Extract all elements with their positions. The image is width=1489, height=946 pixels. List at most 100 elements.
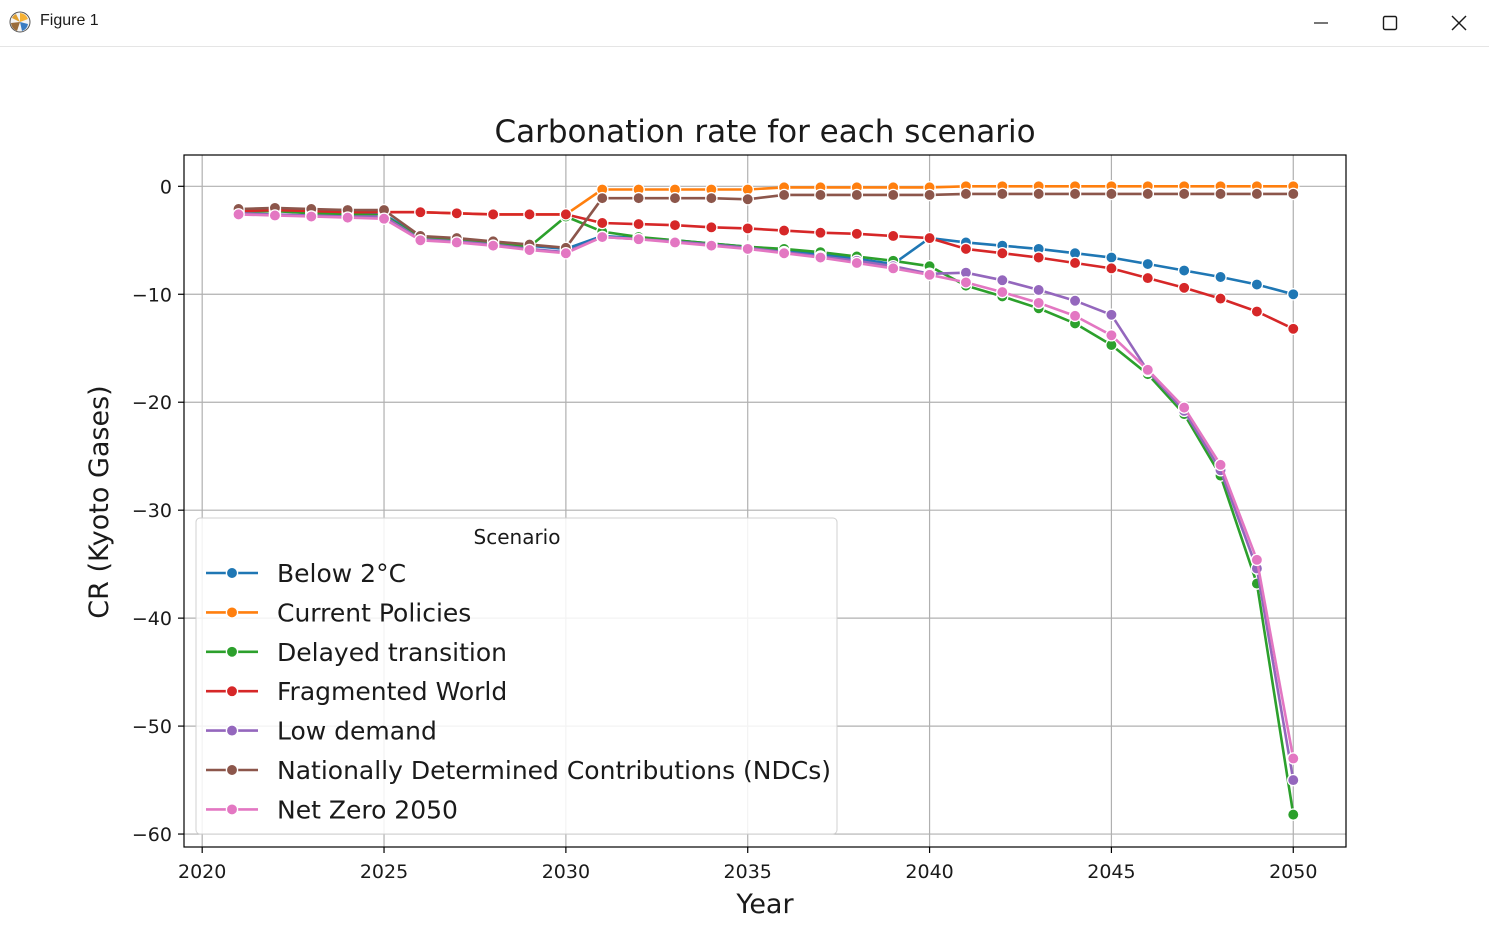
matplotlib-logo-icon xyxy=(8,10,32,34)
legend-box xyxy=(195,517,838,835)
data-point xyxy=(741,242,754,256)
data-point xyxy=(559,208,573,221)
figure-canvas: Carbonation rate for each scenario Year … xyxy=(0,46,1489,942)
x-tick-label: 2020 xyxy=(178,861,226,883)
data-point xyxy=(632,217,645,231)
data-point xyxy=(559,246,573,260)
data-point xyxy=(1105,308,1118,322)
data-point xyxy=(595,191,609,205)
data-point xyxy=(1105,187,1118,201)
data-point xyxy=(1105,329,1118,342)
data-point xyxy=(923,268,936,282)
legend-entry-label: Below 2°C xyxy=(277,559,406,588)
data-point xyxy=(523,243,536,257)
data-point xyxy=(668,218,682,232)
data-point xyxy=(1177,187,1191,201)
data-point xyxy=(1032,283,1045,297)
data-point xyxy=(814,188,827,202)
data-point xyxy=(996,285,1009,299)
maximize-button[interactable] xyxy=(1356,0,1424,46)
data-point xyxy=(341,211,354,224)
data-point xyxy=(1287,288,1300,301)
y-tick-label: −30 xyxy=(132,500,172,522)
x-tick-label: 2035 xyxy=(724,861,772,883)
series-path xyxy=(238,208,1294,330)
close-button[interactable] xyxy=(1425,0,1489,46)
data-point xyxy=(232,208,245,221)
data-point xyxy=(741,222,754,235)
x-tick-label: 2030 xyxy=(542,861,590,883)
data-point xyxy=(632,232,645,246)
data-point xyxy=(1177,264,1191,277)
data-point xyxy=(1214,187,1227,201)
plot-series xyxy=(232,180,1300,821)
y-tick-label: −60 xyxy=(132,824,172,846)
window-titlebar: Figure 1 xyxy=(0,0,1489,47)
y-tick-label: −40 xyxy=(132,608,172,630)
data-point xyxy=(886,188,900,202)
data-point xyxy=(1105,262,1118,275)
data-point xyxy=(777,246,791,260)
data-point xyxy=(595,230,609,244)
x-tick-label: 2050 xyxy=(1269,861,1317,883)
data-point xyxy=(1250,187,1264,201)
data-point xyxy=(850,227,864,241)
data-point xyxy=(959,242,973,256)
legend-swatch-marker xyxy=(225,684,239,698)
series-line xyxy=(232,208,1300,765)
legend-swatch-marker xyxy=(225,606,239,619)
data-point xyxy=(777,224,791,237)
line-chart: Carbonation rate for each scenario Year … xyxy=(84,114,1347,920)
x-tick-label: 2045 xyxy=(1087,861,1135,883)
data-point xyxy=(1177,401,1191,414)
data-point xyxy=(1068,294,1082,307)
legend-swatch-marker xyxy=(225,566,239,580)
data-point xyxy=(1214,458,1227,472)
y-axis-label: CR (Kyoto Gases) xyxy=(84,385,115,618)
plot-frame xyxy=(183,154,1347,848)
data-point xyxy=(1250,278,1264,291)
legend-entry-label: Low demand xyxy=(277,717,437,746)
data-point xyxy=(923,231,936,245)
legend: Scenario Below 2°C Current Policies Delaye… xyxy=(195,517,838,835)
data-point xyxy=(1287,187,1300,201)
data-point xyxy=(486,208,500,221)
legend-entry-label: Current Policies xyxy=(277,598,471,627)
close-icon xyxy=(1451,15,1467,31)
data-point xyxy=(1141,363,1155,377)
legend-title: Scenario xyxy=(474,525,561,549)
data-point xyxy=(959,276,973,289)
legend-swatch-marker xyxy=(225,724,239,737)
data-point xyxy=(450,236,464,249)
data-point xyxy=(1141,257,1155,271)
x-tick-label: 2025 xyxy=(360,861,408,883)
data-point xyxy=(850,256,864,270)
data-point xyxy=(1068,256,1082,270)
data-point xyxy=(1068,309,1082,323)
data-point xyxy=(959,187,973,201)
data-point xyxy=(1214,292,1227,305)
series-path xyxy=(238,185,1294,216)
data-point xyxy=(1105,251,1118,264)
data-point xyxy=(814,226,827,239)
y-tick-label: −50 xyxy=(132,716,172,738)
data-point xyxy=(886,262,900,275)
data-point xyxy=(668,191,682,205)
data-point xyxy=(486,239,500,252)
data-point xyxy=(814,251,827,264)
data-point xyxy=(741,193,754,206)
data-point xyxy=(632,191,645,205)
data-point xyxy=(1287,322,1300,336)
data-point xyxy=(377,212,391,225)
minimize-button[interactable] xyxy=(1287,0,1355,46)
data-point xyxy=(886,229,900,243)
data-point xyxy=(923,188,936,202)
legend-swatch-marker xyxy=(225,645,239,659)
data-point xyxy=(850,188,864,202)
maximize-icon xyxy=(1382,15,1398,31)
y-tick-label: −10 xyxy=(132,284,172,306)
data-point xyxy=(268,209,282,222)
data-point xyxy=(595,216,609,230)
data-point xyxy=(777,188,791,202)
data-point xyxy=(1287,808,1300,821)
